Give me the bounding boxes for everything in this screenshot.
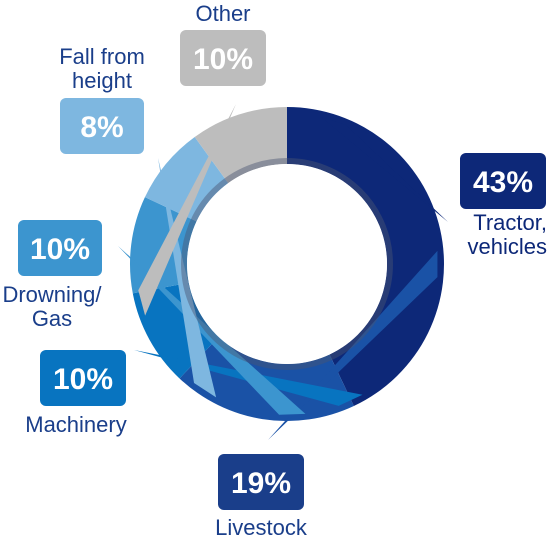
value-badge-2 [218, 454, 304, 510]
category-label-1-line-1: Tractor, [473, 210, 547, 235]
slice-pointer-1 [320, 116, 448, 222]
value-label-2: 19% [231, 467, 291, 500]
value-badge-1 [460, 153, 546, 209]
value-badge-3 [40, 350, 126, 406]
pointers-group [118, 104, 448, 440]
value-badge-6 [180, 30, 266, 86]
category-label-6-line-1: Other [195, 1, 250, 26]
slice-pointer-6 [138, 104, 236, 316]
inner-ring-shadow [181, 158, 393, 370]
category-label-1-line-2: vehicles [468, 234, 547, 259]
category-label-4-line-2: Gas [32, 306, 72, 331]
slice-6 [194, 107, 287, 184]
slice-pointer-4 [118, 246, 306, 415]
value-label-3: 10% [53, 363, 113, 396]
value-label-5: 8% [80, 111, 123, 144]
donut-hole [187, 164, 387, 364]
slice-pointer-5 [158, 158, 217, 398]
value-badge-5 [60, 98, 144, 154]
category-label-2-line-1: Livestock [215, 515, 308, 540]
value-label-6: 10% [193, 43, 253, 76]
category-label-3-line-1: Machinery [25, 412, 126, 437]
value-label-1: 43% [473, 166, 533, 199]
category-label-5-line-2: height [72, 68, 132, 93]
category-label-4-line-1: Drowning/ [2, 282, 102, 307]
category-label-5-line-1: Fall from [59, 44, 145, 69]
value-label-4: 10% [30, 233, 90, 266]
value-badge-4 [18, 220, 102, 276]
value-badges-group: 43% 19% 10% 10% 8% 10% [18, 30, 546, 510]
